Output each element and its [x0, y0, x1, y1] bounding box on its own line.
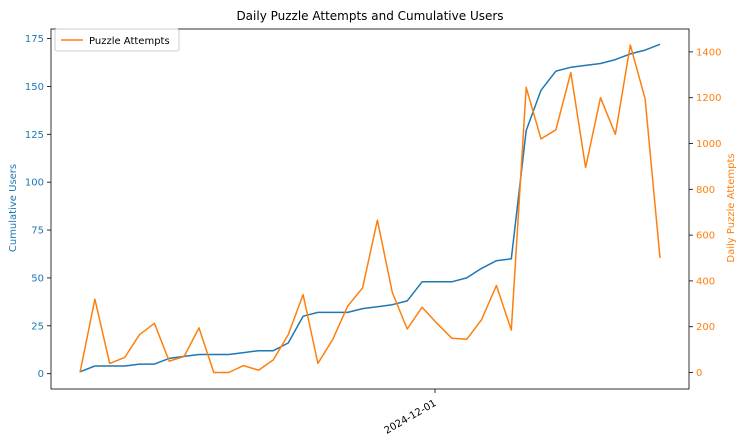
right-tick-label: 400: [696, 276, 715, 287]
left-axis: 0 25 50 75 100 125 150 175: [25, 34, 51, 380]
right-tick-label: 600: [696, 231, 715, 242]
legend: Puzzle Attempts: [54, 28, 180, 52]
chart-title: Daily Puzzle Attempts and Cumulative Use…: [236, 9, 503, 23]
left-tick-label: 175: [25, 34, 44, 45]
right-axis-title: Daily Puzzle Attempts: [726, 153, 737, 262]
series-layer: [79, 43, 661, 374]
puzzle-attempts-line: [79, 44, 661, 374]
plot-frame: [50, 28, 690, 390]
legend-label: Puzzle Attempts: [89, 36, 170, 47]
cumulative-users-line: [79, 43, 661, 373]
left-axis-title: Cumulative Users: [8, 164, 19, 252]
right-tick-label: 1200: [696, 93, 721, 104]
legend-box: [54, 28, 180, 52]
left-tick-label: 125: [25, 130, 44, 141]
right-tick-label: 200: [696, 322, 715, 333]
left-tick-label: 25: [31, 321, 44, 332]
left-tick-label: 150: [25, 82, 44, 93]
x-axis: 2024-12-01: [383, 389, 439, 437]
right-tick-label: 0: [696, 368, 702, 379]
right-tick-label: 1000: [696, 139, 721, 150]
left-tick-label: 100: [25, 178, 44, 189]
right-axis: 0 200 400 600 800 1000 1200 1400: [689, 47, 721, 379]
plot-area-border: [50, 28, 690, 390]
left-tick-label: 50: [31, 273, 44, 284]
x-tick-label: 2024-12-01: [383, 398, 439, 437]
right-tick-label: 1400: [696, 47, 721, 58]
right-tick-label: 800: [696, 185, 715, 196]
left-tick-label: 75: [31, 226, 44, 237]
left-tick-label: 0: [38, 369, 44, 380]
